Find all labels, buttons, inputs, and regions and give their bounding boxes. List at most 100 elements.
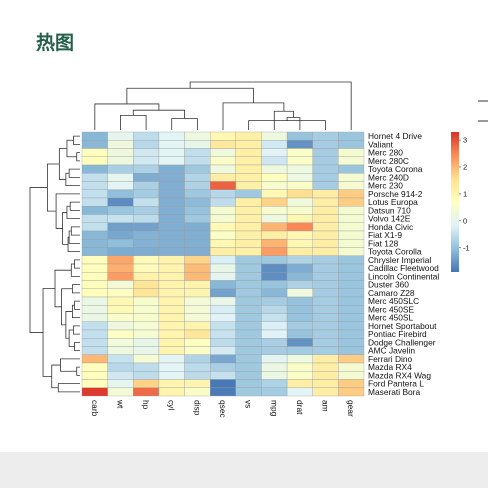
row-label: AMC Javelin <box>368 346 415 356</box>
edge-marks <box>478 100 488 122</box>
heatmap-cell <box>312 379 339 388</box>
row-label: Mazda RX4 Wag <box>368 370 431 380</box>
heatmap-cell <box>107 362 134 372</box>
heatmap-cell <box>133 197 160 207</box>
heatmap-cell <box>261 156 288 166</box>
row-label: Valiant <box>368 139 394 149</box>
heatmap-cell <box>158 346 185 355</box>
heatmap-cell <box>338 296 365 306</box>
heatmap-cell <box>184 338 211 347</box>
heatmap-cell <box>286 321 313 331</box>
heatmap-cell <box>81 189 108 199</box>
heatmap-cell <box>158 164 185 174</box>
heatmap-cell <box>312 313 339 322</box>
row-label: Cadillac Fleetwood <box>368 263 439 273</box>
heatmap-cell <box>184 362 211 372</box>
heatmap-cell <box>81 214 108 223</box>
heatmap-cell <box>107 387 134 397</box>
heatmap-cell <box>312 230 339 240</box>
heatmap-cell <box>286 156 313 166</box>
dendrogram-branch <box>51 364 61 389</box>
heatmap-cell <box>235 313 262 322</box>
heatmap-cell <box>107 222 134 232</box>
column-label: gear <box>346 400 356 417</box>
heatmap-cell <box>312 148 339 157</box>
heatmap-cell <box>81 197 108 207</box>
heatmap-cell <box>107 296 134 306</box>
heatmap-cell <box>235 338 262 347</box>
dendrogram-branch <box>68 168 80 178</box>
colorbar-legend: -1 0 1 2 3 <box>451 132 470 272</box>
heatmap-cell <box>158 197 185 207</box>
row-label: Merc 280C <box>368 156 409 166</box>
heatmap-cell <box>158 288 185 298</box>
heatmap-cell <box>133 222 160 232</box>
heatmap-cell <box>235 173 262 182</box>
heatmap-cell <box>107 181 134 190</box>
heatmap-cell <box>107 338 134 347</box>
heatmap-cell <box>261 288 288 298</box>
heatmap-cell <box>133 181 160 190</box>
heatmap-cell <box>312 371 339 380</box>
heatmap-cell <box>184 230 211 240</box>
heatmap-cell <box>261 305 288 314</box>
row-label: Ford Pantera L <box>368 379 424 389</box>
heatmap-cell <box>338 239 365 248</box>
heatmap-cell <box>210 206 236 215</box>
row-label: Lincoln Continental <box>368 271 439 281</box>
heatmap-cell <box>184 263 211 273</box>
heatmap-cell <box>235 321 262 331</box>
heatmap-cell <box>81 173 108 182</box>
row-label: Merc 450SLC <box>368 296 419 306</box>
row-label: Datsun 710 <box>368 205 411 215</box>
heatmap-cell <box>133 329 160 339</box>
dendrogram-branch <box>62 212 69 245</box>
heatmap-cell <box>312 280 339 289</box>
heatmap-cell <box>184 197 211 207</box>
dendrogram-branch <box>67 236 80 253</box>
heatmap-cell <box>107 131 134 141</box>
heatmap-cell <box>107 305 134 314</box>
heatmap-cell <box>261 140 288 149</box>
heatmap-cell <box>107 140 134 149</box>
heatmap-cell <box>235 329 262 339</box>
heatmap-cell <box>261 255 288 265</box>
heatmap-cell <box>81 148 108 157</box>
column-label: wt <box>115 399 125 409</box>
heatmap-cell <box>286 313 313 322</box>
footer-band <box>0 452 488 488</box>
heatmap-cell <box>184 272 211 281</box>
heatmap-cell <box>210 230 236 240</box>
heatmap-cell <box>338 206 365 215</box>
heatmap-cell <box>312 181 339 190</box>
heatmap-cell <box>81 131 108 141</box>
heatmap-cell <box>312 288 339 298</box>
heatmap-cell <box>107 197 134 207</box>
heatmap-cell <box>338 164 365 174</box>
heatmap-cell <box>81 362 108 372</box>
row-label: Duster 360 <box>368 280 409 290</box>
heatmap-cell <box>133 387 160 397</box>
heatmap-cell <box>133 379 160 388</box>
heatmap-cell <box>235 387 262 397</box>
heatmap-cell <box>338 305 365 314</box>
heatmap-cell <box>235 354 262 364</box>
heatmap-cell <box>338 214 365 223</box>
heatmap-cell <box>235 164 262 174</box>
row-label: Fiat 128 <box>368 238 399 248</box>
heatmap-cell <box>133 164 160 174</box>
heatmap-cell <box>286 255 313 265</box>
heatmap-cell <box>158 321 185 331</box>
heatmap-cell <box>261 230 288 240</box>
dendrogram-branch <box>120 114 147 130</box>
dendrogram-branch <box>65 172 80 187</box>
heatmap-cell <box>312 329 339 339</box>
heatmap-cell <box>338 255 365 265</box>
column-label: vs <box>244 400 254 408</box>
heatmap-cell <box>81 206 108 215</box>
heatmap-cell <box>184 280 211 289</box>
row-label: Lotus Europa <box>368 197 418 207</box>
heatmap-cell <box>107 321 134 331</box>
heatmap-cell <box>210 288 236 298</box>
heatmap-cell <box>81 354 108 364</box>
